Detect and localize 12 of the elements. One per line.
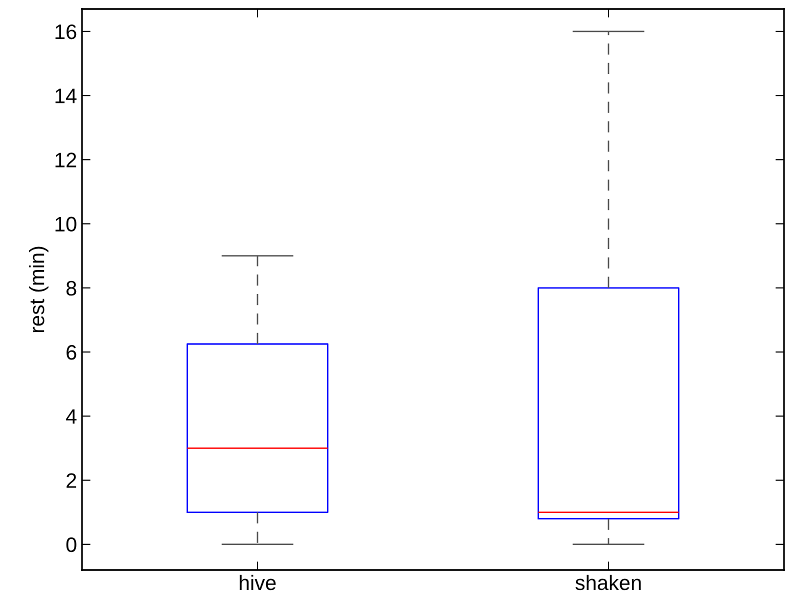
y-tick-label: 2	[66, 473, 76, 488]
y-tick-label: 12	[56, 152, 76, 168]
y-tick-label: 0	[66, 537, 76, 552]
y-tick-label: 8	[66, 280, 76, 296]
x-tick-label: shaken	[575, 574, 641, 590]
y-tick-label: 4	[66, 409, 77, 424]
y-tick-label: 14	[56, 88, 77, 104]
y-tick-label: 6	[66, 345, 76, 360]
y-tick-label: 10	[56, 216, 76, 232]
x-tick-label: hive	[240, 574, 276, 590]
y-tick-label: 16	[56, 24, 76, 40]
y-axis-title: rest (min)	[28, 246, 48, 332]
